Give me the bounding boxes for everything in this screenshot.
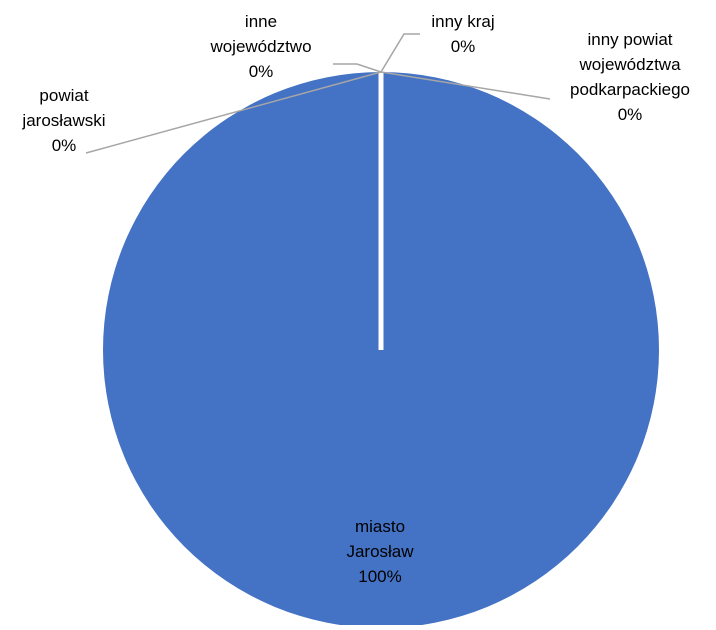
- leader-line-inny-kraj: [380, 33, 420, 73]
- data-label-inne-wojew-dztwo: inne województwo 0%: [209, 12, 311, 81]
- data-label-powiat-jaros-awski: powiat jarosławski 0%: [21, 86, 105, 155]
- leader-line-powiat-jaroslawski: [85, 71, 382, 154]
- data-label-inny-kraj: inny kraj 0%: [431, 12, 494, 56]
- leader-line-inny-powiat: [380, 71, 551, 100]
- leader-line-inne-wojewodztwo: [333, 63, 382, 73]
- data-label-inny-powiat-wojew-dztwa-podkarpackiego: inny powiat województwa podkarpackiego 0%: [570, 30, 690, 124]
- data-label-miasto-jaros-aw: miasto Jarosław 100%: [346, 517, 414, 586]
